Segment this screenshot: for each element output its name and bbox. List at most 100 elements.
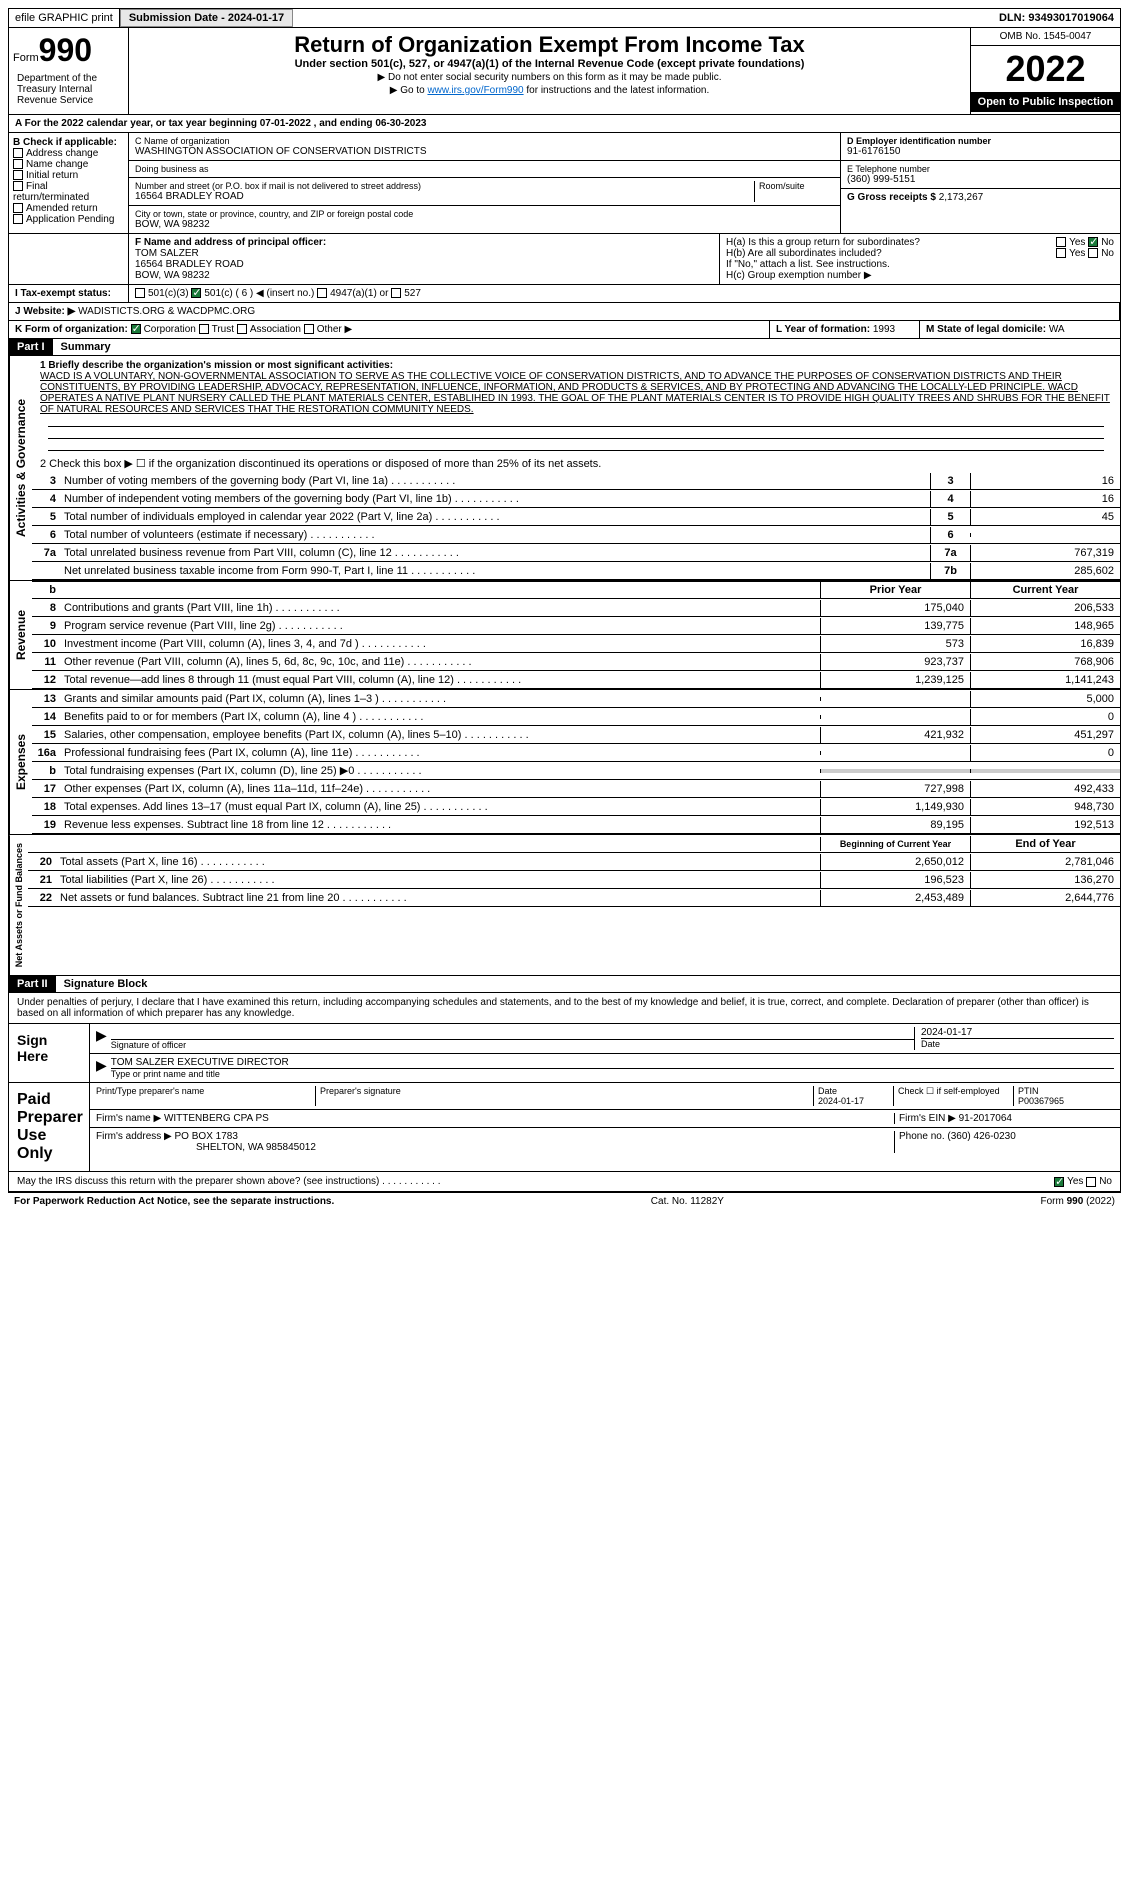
check-pending[interactable] [13,214,23,224]
discuss-text: May the IRS discuss this return with the… [17,1176,441,1187]
check-trust[interactable] [199,324,209,334]
name-label: C Name of organization [135,136,834,146]
irs-link[interactable]: www.irs.gov/Form990 [427,85,523,96]
ein-label: D Employer identification number [847,136,1114,146]
check-name[interactable] [13,159,23,169]
perjury-text: Under penalties of perjury, I declare th… [8,993,1121,1024]
check-address[interactable] [13,148,23,158]
check-final[interactable] [13,181,23,191]
self-emp-label: Check ☐ if self-employed [894,1086,1014,1106]
efile-label: efile GRAPHIC print [9,9,120,27]
discuss-no[interactable] [1086,1177,1096,1187]
sig-officer-label: Signature of officer [111,1039,914,1050]
submission-button[interactable]: Submission Date - 2024-01-17 [120,9,293,27]
ptin: P00367965 [1018,1096,1064,1106]
netassets-label: Net Assets or Fund Balances [9,835,28,975]
prep-date: 2024-01-17 [818,1096,864,1106]
firm-addr2: SHELTON, WA 985845012 [196,1142,316,1153]
org-name: WASHINGTON ASSOCIATION OF CONSERVATION D… [135,146,834,157]
note2: ▶ Go to www.irs.gov/Form990 for instruct… [133,85,966,96]
form-label: Form [13,52,39,64]
table-row: 18Total expenses. Add lines 13–17 (must … [32,798,1120,816]
ha-yes[interactable] [1056,237,1066,247]
hb-yes[interactable] [1056,248,1066,258]
discuss-yes[interactable] [1054,1177,1064,1187]
footer-mid: Cat. No. 11282Y [651,1196,724,1207]
check-501c3[interactable] [135,288,145,298]
sign-label: Sign Here [9,1024,89,1082]
check-corp[interactable] [131,324,141,334]
officer-addr2: BOW, WA 98232 [135,270,713,281]
table-row: 10Investment income (Part VIII, column (… [32,635,1120,653]
mission-label: 1 Briefly describe the organization's mi… [40,360,1112,371]
year-formed-label: L Year of formation: [776,324,870,335]
table-row: 13Grants and similar amounts paid (Part … [32,690,1120,708]
dept-label: Department of the Treasury Internal Reve… [13,69,124,110]
part1-title: Summary [53,339,119,355]
room-label: Room/suite [759,181,834,191]
dln-label: DLN: 93493017019064 [993,9,1120,27]
footer-right: Form 990 (2022) [1041,1196,1115,1207]
netassets-section: Net Assets or Fund Balances Beginning of… [8,835,1121,976]
firm-name: WITTENBERG CPA PS [164,1113,269,1124]
dba-label: Doing business as [135,164,834,174]
part2-title: Signature Block [56,976,156,992]
check-4947[interactable] [317,288,327,298]
current-header: Current Year [970,582,1120,598]
info-grid: B Check if applicable: Address change Na… [8,133,1121,234]
row-k-l-m: K Form of organization: Corporation Trus… [8,321,1121,339]
table-row: 21Total liabilities (Part X, line 26)196… [28,871,1120,889]
mission-text: WACD IS A VOLUNTARY, NON-GOVERNMENTAL AS… [40,371,1112,415]
activities-section: Activities & Governance 1 Briefly descri… [8,356,1121,581]
gross-label: G Gross receipts $ [847,192,936,203]
table-row: 5Total number of individuals employed in… [32,508,1120,526]
hc-label: H(c) Group exemption number ▶ [726,270,1114,281]
box-b-label: B Check if applicable: [13,137,124,148]
inspection-label: Open to Public Inspection [971,92,1120,112]
activities-label: Activities & Governance [9,356,32,580]
city-label: City or town, state or province, country… [135,209,834,219]
addr-label: Number and street (or P.O. box if mail i… [135,181,754,191]
table-row: 4Number of independent voting members of… [32,490,1120,508]
check-501c[interactable] [191,288,201,298]
table-row: 12Total revenue—add lines 8 through 11 (… [32,671,1120,689]
line-b: b [32,582,60,598]
firm-ein: 91-2017064 [959,1113,1012,1124]
check-amended[interactable] [13,203,23,213]
preparer-block: Paid Preparer Use Only Print/Type prepar… [8,1083,1121,1172]
officer-sig-name: TOM SALZER EXECUTIVE DIRECTOR [111,1057,1114,1068]
officer-addr1: 16564 BRADLEY ROAD [135,259,713,270]
check-initial[interactable] [13,170,23,180]
prior-header: Prior Year [820,582,970,598]
expenses-label: Expenses [9,690,32,834]
line2: 2 Check this box ▶ ☐ if the organization… [32,455,1120,472]
year-formed: 1993 [873,324,895,335]
part2-label: Part II [9,976,56,992]
check-527[interactable] [391,288,401,298]
table-row: 20Total assets (Part X, line 16)2,650,01… [28,853,1120,871]
end-header: End of Year [970,836,1120,852]
hb-note: If "No," attach a list. See instructions… [726,259,1114,270]
hb-no[interactable] [1088,248,1098,258]
table-row: 22Net assets or fund balances. Subtract … [28,889,1120,907]
check-other[interactable] [304,324,314,334]
table-row: bTotal fundraising expenses (Part IX, co… [32,762,1120,780]
arrow-icon: ▶ [96,1057,107,1079]
sign-date: 2024-01-17 [921,1027,1114,1038]
domicile-label: M State of legal domicile: [926,324,1046,335]
print-label: Print/Type preparer's name [96,1086,316,1106]
exempt-label: I Tax-exempt status: [15,288,111,299]
ha-no[interactable] [1088,237,1098,247]
check-assoc[interactable] [237,324,247,334]
top-bar: efile GRAPHIC print Submission Date - 20… [8,8,1121,28]
row-f-h: F Name and address of principal officer:… [8,234,1121,285]
omb-label: OMB No. 1545-0047 [971,28,1120,46]
table-row: 15Salaries, other compensation, employee… [32,726,1120,744]
table-row: 6Total number of volunteers (estimate if… [32,526,1120,544]
part1-label: Part I [9,339,53,355]
city-state: BOW, WA 98232 [135,219,834,230]
phone-value: (360) 999-5151 [847,174,1114,185]
domicile: WA [1049,324,1065,335]
firm-phone: (360) 426-0230 [947,1131,1015,1142]
row-j-k: J Website: ▶ WADISTICTS.ORG & WACDPMC.OR… [8,303,1121,321]
